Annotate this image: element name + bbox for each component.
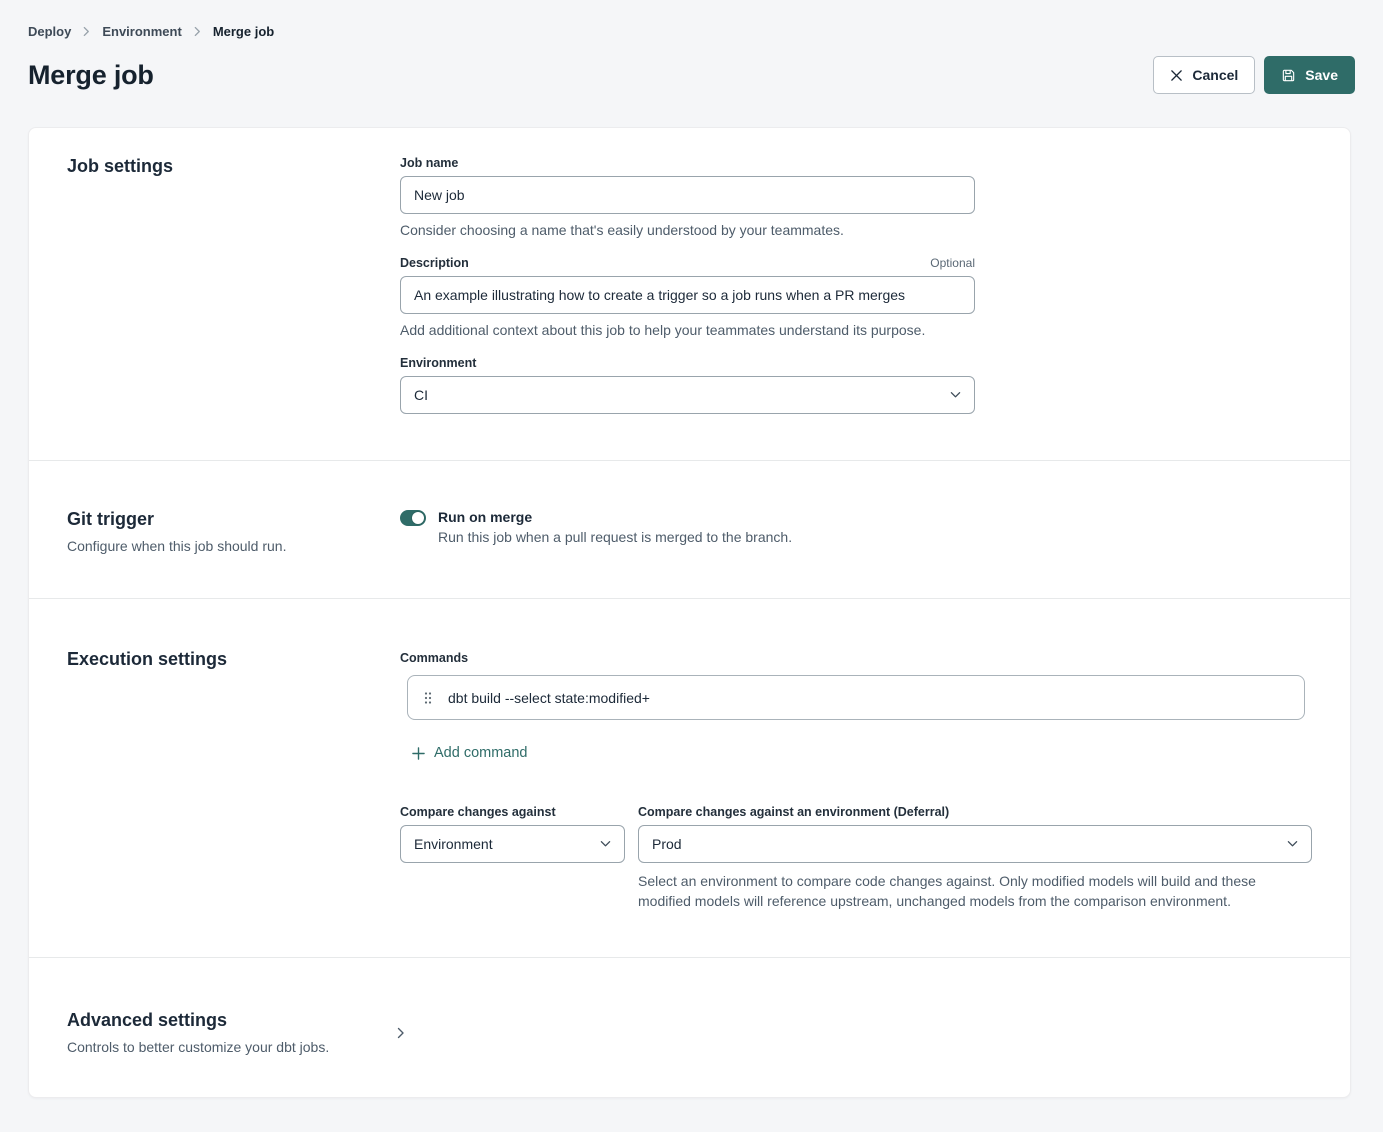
- job-name-label: Job name: [400, 156, 459, 170]
- chevron-down-icon: [950, 391, 961, 399]
- environment-label: Environment: [400, 356, 477, 370]
- command-row: [407, 675, 1305, 720]
- chevron-right-icon[interactable]: [393, 1023, 409, 1043]
- deferral-select-value: Prod: [652, 835, 682, 852]
- deferral-helper: Select an environment to compare code ch…: [638, 872, 1256, 909]
- run-on-merge-description: Run this job when a pull request is merg…: [438, 529, 793, 545]
- deferral-select[interactable]: Prod: [638, 824, 1312, 863]
- description-optional-badge: Optional: [930, 256, 975, 270]
- save-button-label: Save: [1305, 67, 1338, 83]
- breadcrumb-separator-icon: [194, 26, 201, 37]
- add-command-label: Add command: [434, 745, 528, 761]
- breadcrumb-merge-job: Merge job: [212, 24, 275, 39]
- drag-handle-icon[interactable]: [422, 687, 434, 709]
- advanced-settings-text: Advanced settings Controls to better cus…: [67, 1010, 329, 1055]
- compare-row: Compare changes against Environment Comp…: [400, 805, 1312, 912]
- git-trigger-form: Run on merge Run this job when a pull re…: [400, 509, 1312, 554]
- chevron-down-icon: [1287, 840, 1298, 848]
- merge-job-page: Deploy Environment Merge job Merge job C…: [28, 24, 1355, 1099]
- compare-against-group: Compare changes against Environment: [400, 805, 625, 912]
- chevron-down-icon: [600, 840, 611, 848]
- section-git-trigger: Git trigger Configure when this job shou…: [29, 461, 1350, 599]
- job-settings-card: Job settings Job name Consider choosing …: [28, 127, 1351, 1099]
- command-list: [407, 675, 1305, 720]
- git-trigger-left: Git trigger Configure when this job shou…: [67, 509, 400, 554]
- page-title: Merge job: [28, 59, 154, 90]
- job-settings-form: Job name Consider choosing a name that's…: [400, 156, 1312, 414]
- execution-settings-heading: Execution settings: [67, 649, 228, 669]
- description-label-row: Description Optional: [400, 256, 975, 270]
- description-field-group: Description Optional Add additional cont…: [400, 256, 1312, 338]
- git-trigger-heading: Git trigger: [67, 509, 155, 529]
- environment-field-group: Environment CI: [400, 356, 1312, 414]
- job-name-input[interactable]: [400, 176, 975, 214]
- plus-icon: [412, 746, 425, 760]
- cancel-button-label: Cancel: [1192, 67, 1239, 83]
- save-icon: [1281, 68, 1296, 83]
- toggle-knob: [412, 512, 424, 524]
- description-helper: Add additional context about this job to…: [400, 322, 926, 338]
- advanced-settings-row[interactable]: Advanced settings Controls to better cus…: [67, 1010, 409, 1055]
- description-label: Description: [400, 256, 469, 270]
- advanced-settings-subheading: Controls to better customize your dbt jo…: [67, 1039, 330, 1056]
- job-name-field-group: Job name Consider choosing a name that's…: [400, 156, 1312, 238]
- run-on-merge-row: Run on merge Run this job when a pull re…: [400, 509, 1312, 545]
- add-command-button[interactable]: Add command: [412, 745, 528, 761]
- advanced-settings-heading: Advanced settings: [67, 1010, 228, 1031]
- deferral-group: Compare changes against an environment (…: [638, 805, 1312, 912]
- section-job-settings: Job settings Job name Consider choosing …: [29, 128, 1350, 461]
- command-input[interactable]: [448, 689, 1290, 706]
- save-button[interactable]: Save: [1264, 56, 1355, 94]
- section-execution-settings: Execution settings Commands: [29, 599, 1350, 959]
- execution-settings-form: Commands: [400, 649, 1312, 911]
- run-on-merge-text: Run on merge Run this job when a pull re…: [438, 509, 792, 545]
- job-settings-heading: Job settings: [67, 156, 174, 176]
- run-on-merge-toggle[interactable]: [400, 510, 426, 526]
- cancel-button[interactable]: Cancel: [1153, 56, 1256, 94]
- job-settings-left: Job settings: [67, 156, 400, 414]
- breadcrumb-deploy[interactable]: Deploy: [28, 24, 72, 39]
- run-on-merge-label: Run on merge: [438, 509, 533, 525]
- breadcrumb-environment[interactable]: Environment: [102, 24, 182, 39]
- compare-against-select[interactable]: Environment: [400, 824, 625, 863]
- environment-select[interactable]: CI: [400, 376, 975, 414]
- section-advanced-settings: Advanced settings Controls to better cus…: [29, 958, 1350, 1097]
- breadcrumb-separator-icon: [83, 26, 90, 37]
- close-icon: [1170, 69, 1183, 82]
- commands-label: Commands: [400, 651, 469, 665]
- git-trigger-subheading: Configure when this job should run.: [67, 538, 287, 554]
- execution-settings-left: Execution settings: [67, 649, 400, 911]
- job-name-helper: Consider choosing a name that's easily u…: [400, 222, 844, 238]
- compare-against-select-value: Environment: [414, 835, 493, 852]
- environment-select-value: CI: [414, 387, 428, 403]
- header-actions: Cancel Save: [1153, 56, 1355, 94]
- page-header: Merge job Cancel Save: [28, 56, 1355, 94]
- description-input[interactable]: [400, 276, 975, 314]
- breadcrumb: Deploy Environment Merge job: [28, 24, 1355, 39]
- deferral-label: Compare changes against an environment (…: [638, 804, 950, 819]
- compare-against-label: Compare changes against: [400, 804, 556, 819]
